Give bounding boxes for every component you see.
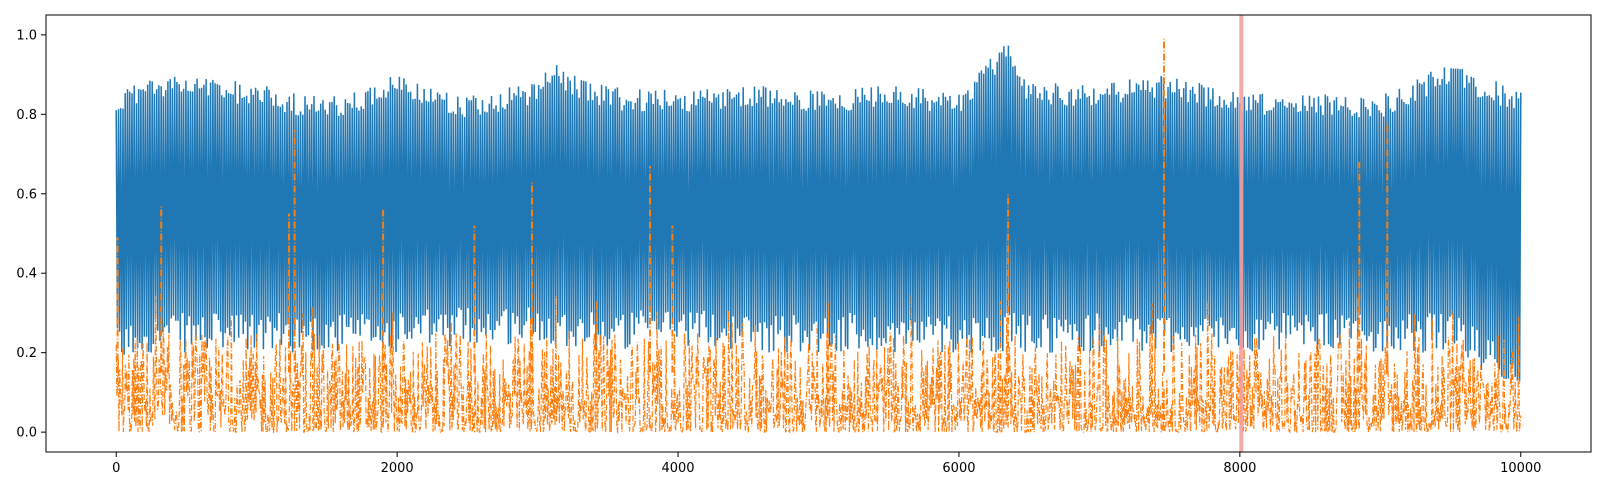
x-tick-label-4: 8000 (1223, 461, 1256, 476)
x-tick-label-3: 6000 (942, 461, 975, 476)
y-tick-label-2: 0.4 (16, 267, 37, 282)
y-tick-label-3: 0.6 (16, 187, 37, 202)
x-tick-label-5: 10000 (1500, 461, 1541, 476)
series-1-line (115, 45, 1522, 382)
series-layer (115, 38, 1522, 434)
x-axis: 0 2000 4000 6000 8000 10000 (112, 452, 1541, 476)
y-tick-label-4: 0.8 (16, 108, 37, 123)
y-tick-label-5: 1.0 (16, 28, 37, 43)
x-tick-label-0: 0 (112, 461, 120, 476)
x-tick-label-1: 2000 (381, 461, 414, 476)
plot-frame (45, 14, 1592, 453)
y-axis: 0.0 0.2 0.4 0.6 0.8 1.0 (16, 28, 46, 441)
highlight-band (1239, 15, 1244, 452)
y-tick-label-1: 0.2 (16, 346, 37, 361)
highlight-layer (1239, 15, 1244, 452)
x-tick-label-2: 4000 (661, 461, 694, 476)
y-tick-label-0: 0.0 (16, 426, 37, 441)
series-2-line (115, 294, 1522, 434)
